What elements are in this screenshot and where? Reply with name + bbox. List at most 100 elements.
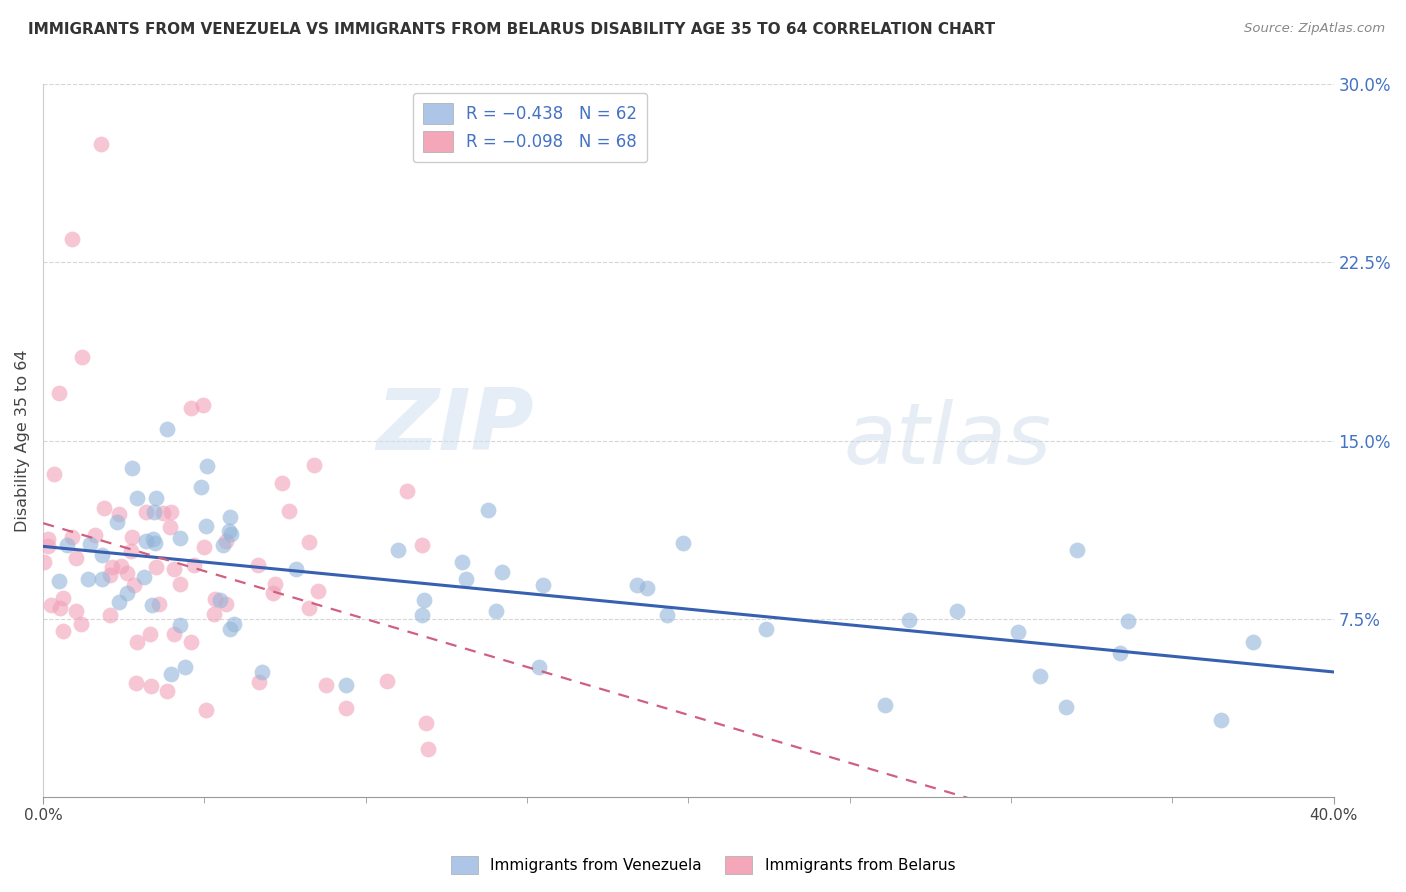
Text: Source: ZipAtlas.com: Source: ZipAtlas.com (1244, 22, 1385, 36)
Point (222, 617, 245, 632)
Point (108, 595, 131, 609)
Point (169, 618, 191, 632)
Point (145, 560, 167, 574)
Point (52, 624, 75, 639)
Point (183, 558, 205, 572)
Point (174, 660, 197, 674)
Point (252, 665, 274, 680)
Point (159, 520, 181, 534)
Point (52, 591, 75, 605)
Point (195, 458, 218, 473)
Point (56, 538, 79, 552)
Point (626, 577, 648, 591)
Point (48, 386, 70, 401)
Point (180, 401, 202, 415)
Point (93, 501, 115, 516)
Point (1007, 624, 1029, 639)
Point (1029, 668, 1052, 682)
Point (159, 667, 181, 681)
Point (77, 572, 100, 586)
Point (195, 519, 218, 533)
Point (108, 507, 131, 521)
Point (375, 673, 398, 688)
Point (278, 504, 301, 518)
Point (672, 536, 695, 550)
Point (90, 136, 112, 151)
Point (450, 555, 472, 569)
Point (218, 524, 240, 539)
Point (79, 536, 101, 550)
Point (477, 503, 499, 517)
Point (156, 683, 179, 698)
Point (411, 538, 433, 552)
Point (142, 532, 165, 546)
Point (180, 635, 202, 649)
Point (395, 483, 418, 498)
Legend: R = −0.438   N = 62, R = −0.098   N = 68: R = −0.438 N = 62, R = −0.098 N = 68 (413, 93, 647, 162)
Point (1116, 614, 1139, 628)
Point (302, 458, 325, 473)
Point (141, 599, 163, 613)
Legend: Immigrants from Venezuela, Immigrants from Belarus: Immigrants from Venezuela, Immigrants fr… (444, 850, 962, 880)
Point (191, 398, 214, 412)
Point (70, 351, 93, 365)
Point (139, 627, 162, 641)
Point (215, 534, 238, 549)
Point (1109, 646, 1132, 660)
Point (143, 536, 166, 550)
Point (387, 542, 409, 557)
Point (143, 505, 166, 519)
Point (37, 539, 59, 553)
Point (48, 574, 70, 588)
Point (70, 617, 93, 632)
Point (218, 509, 240, 524)
Point (105, 516, 128, 530)
Point (212, 539, 235, 553)
Point (315, 678, 337, 692)
Point (121, 461, 143, 475)
Point (145, 491, 167, 506)
Point (162, 561, 184, 575)
Point (152, 506, 174, 520)
Point (416, 742, 439, 756)
Point (115, 566, 138, 580)
Point (262, 586, 284, 600)
Point (34, 555, 56, 569)
Point (65, 551, 87, 566)
Point (101, 560, 124, 574)
Point (127, 634, 149, 648)
Point (125, 675, 148, 690)
Point (298, 535, 321, 549)
Point (491, 565, 513, 579)
Text: atlas: atlas (844, 399, 1052, 482)
Point (60, 232, 83, 246)
Point (527, 659, 550, 673)
Point (194, 703, 217, 717)
Point (247, 674, 270, 689)
Point (122, 578, 145, 592)
Point (169, 576, 191, 591)
Point (215, 598, 238, 612)
Point (873, 698, 896, 713)
Point (90, 572, 112, 586)
Point (202, 607, 225, 622)
Point (285, 561, 308, 575)
Point (264, 577, 287, 591)
Point (125, 491, 148, 506)
Point (139, 679, 162, 693)
Point (456, 573, 478, 587)
Point (1241, 634, 1264, 648)
Point (208, 592, 231, 607)
Point (100, 568, 122, 582)
Point (270, 476, 292, 491)
Point (37, 532, 59, 546)
Point (636, 581, 658, 595)
Y-axis label: Disability Age 35 to 64: Disability Age 35 to 64 (15, 350, 30, 532)
Point (62, 530, 84, 544)
Point (135, 533, 157, 548)
Point (169, 531, 191, 545)
Point (156, 422, 179, 436)
Point (193, 540, 215, 554)
Point (98, 608, 121, 623)
Point (115, 586, 138, 600)
